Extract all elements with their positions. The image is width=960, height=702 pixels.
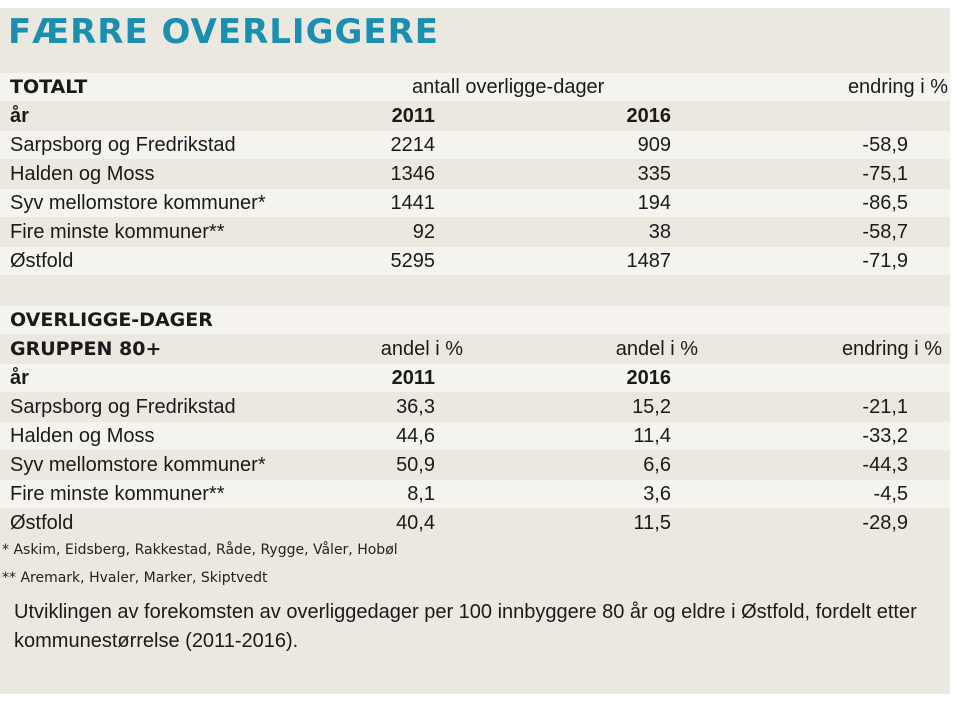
row-value-2016: 335 bbox=[637, 163, 671, 185]
row-change: -86,5 bbox=[862, 192, 908, 214]
table-row: Sarpsborg og Fredrikstad 36,3 15,2 -21,1 bbox=[0, 393, 950, 421]
table2-year-label: år bbox=[10, 367, 29, 389]
row-value-2011: 50,9 bbox=[396, 454, 435, 476]
table2-change-label: endring i % bbox=[841, 338, 942, 360]
row-value-2016: 11,4 bbox=[633, 425, 671, 447]
row-value-2016: 11,5 bbox=[633, 512, 671, 534]
row-value-2016: 15,2 bbox=[632, 396, 671, 418]
table-row: Østfold 5295 1487 -71,9 bbox=[0, 247, 950, 275]
row-change: -21,1 bbox=[862, 396, 908, 418]
table1-section-label: TOTALT bbox=[10, 76, 88, 98]
table-row: Sarpsborg og Fredrikstad 2214 909 -58,9 bbox=[0, 131, 950, 159]
row-name: Sarpsborg og Fredrikstad bbox=[10, 134, 236, 156]
table1-header-row: TOTALT antall overligge-dager endring i … bbox=[0, 73, 950, 101]
row-value-2016: 909 bbox=[637, 134, 671, 156]
row-value-2011: 36,3 bbox=[396, 396, 435, 418]
table2-group-label: GRUPPEN 80+ bbox=[10, 338, 162, 360]
caption: Utviklingen av forekomsten av overligged… bbox=[14, 601, 917, 652]
infographic-title: FÆRRE OVERLIGGERE bbox=[8, 12, 440, 52]
table2-year2: 2016 bbox=[626, 367, 672, 389]
table1-year-row: år 2011 2016 bbox=[0, 102, 950, 130]
table-row: Syv mellomstore kommuner* 1441 194 -86,5 bbox=[0, 189, 950, 217]
row-name: Halden og Moss bbox=[10, 163, 155, 185]
row-value-2011: 1346 bbox=[390, 163, 436, 185]
row-name: Sarpsborg og Fredrikstad bbox=[10, 396, 236, 418]
row-value-2016: 1487 bbox=[626, 250, 672, 272]
row-name: Østfold bbox=[10, 512, 74, 534]
table1-year1: 2011 bbox=[391, 105, 435, 127]
row-name: Syv mellomstore kommuner* bbox=[10, 454, 266, 476]
table1-change-label: endring i % bbox=[847, 76, 948, 98]
table2-section-label: OVERLIGGE-DAGER bbox=[10, 309, 213, 331]
table2-col2-label: andel i % bbox=[615, 338, 698, 360]
footnote-1: * Askim, Eidsberg, Rakkestad, Råde, Rygg… bbox=[2, 542, 398, 558]
row-change: -58,7 bbox=[862, 221, 908, 243]
row-value-2011: 5295 bbox=[390, 250, 436, 272]
row-value-2016: 194 bbox=[637, 192, 671, 214]
table-row: Fire minste kommuner** 8,1 3,6 -4,5 bbox=[0, 480, 950, 508]
table2-header-row: GRUPPEN 80+ andel i % andel i % endring … bbox=[0, 335, 950, 363]
row-value-2016: 38 bbox=[648, 221, 671, 243]
row-change: -33,2 bbox=[862, 425, 908, 447]
row-value-2011: 44,6 bbox=[396, 425, 435, 447]
table2-year1: 2011 bbox=[391, 367, 435, 389]
table1-year2: 2016 bbox=[626, 105, 672, 127]
table-row: Fire minste kommuner** 92 38 -58,7 bbox=[0, 218, 950, 246]
row-value-2011: 1441 bbox=[390, 192, 436, 214]
footnote-2: ** Aremark, Hvaler, Marker, Skiptvedt bbox=[2, 570, 268, 586]
row-change: -28,9 bbox=[862, 512, 908, 534]
row-change: -71,9 bbox=[862, 250, 908, 272]
row-name: Fire minste kommuner** bbox=[10, 221, 225, 243]
row-change: -58,9 bbox=[862, 134, 908, 156]
row-value-2016: 3,6 bbox=[643, 483, 671, 505]
row-value-2011: 92 bbox=[412, 221, 435, 243]
row-name: Syv mellomstore kommuner* bbox=[10, 192, 266, 214]
table-row: Halden og Moss 44,6 11,4 -33,2 bbox=[0, 422, 950, 450]
row-change: -44,3 bbox=[862, 454, 908, 476]
table-row: Østfold 40,4 11,5 -28,9 bbox=[0, 509, 950, 537]
table1-year-label: år bbox=[10, 105, 29, 127]
table2-col1-label: andel i % bbox=[380, 338, 463, 360]
table-row: Syv mellomstore kommuner* 50,9 6,6 -44,3 bbox=[0, 451, 950, 479]
row-name: Østfold bbox=[10, 250, 74, 272]
row-value-2011: 8,1 bbox=[407, 483, 435, 505]
row-name: Halden og Moss bbox=[10, 425, 155, 447]
row-value-2016: 6,6 bbox=[643, 454, 671, 476]
table-row: Halden og Moss 1346 335 -75,1 bbox=[0, 160, 950, 188]
row-change: -4,5 bbox=[873, 483, 908, 505]
row-value-2011: 2214 bbox=[390, 134, 436, 156]
table2-year-row: år 2011 2016 bbox=[0, 364, 950, 392]
row-value-2011: 40,4 bbox=[396, 512, 435, 534]
row-change: -75,1 bbox=[862, 163, 908, 185]
table2-section-row: OVERLIGGE-DAGER bbox=[0, 306, 950, 334]
table1-unit-label: antall overligge-dager bbox=[412, 76, 605, 98]
row-name: Fire minste kommuner** bbox=[10, 483, 225, 505]
